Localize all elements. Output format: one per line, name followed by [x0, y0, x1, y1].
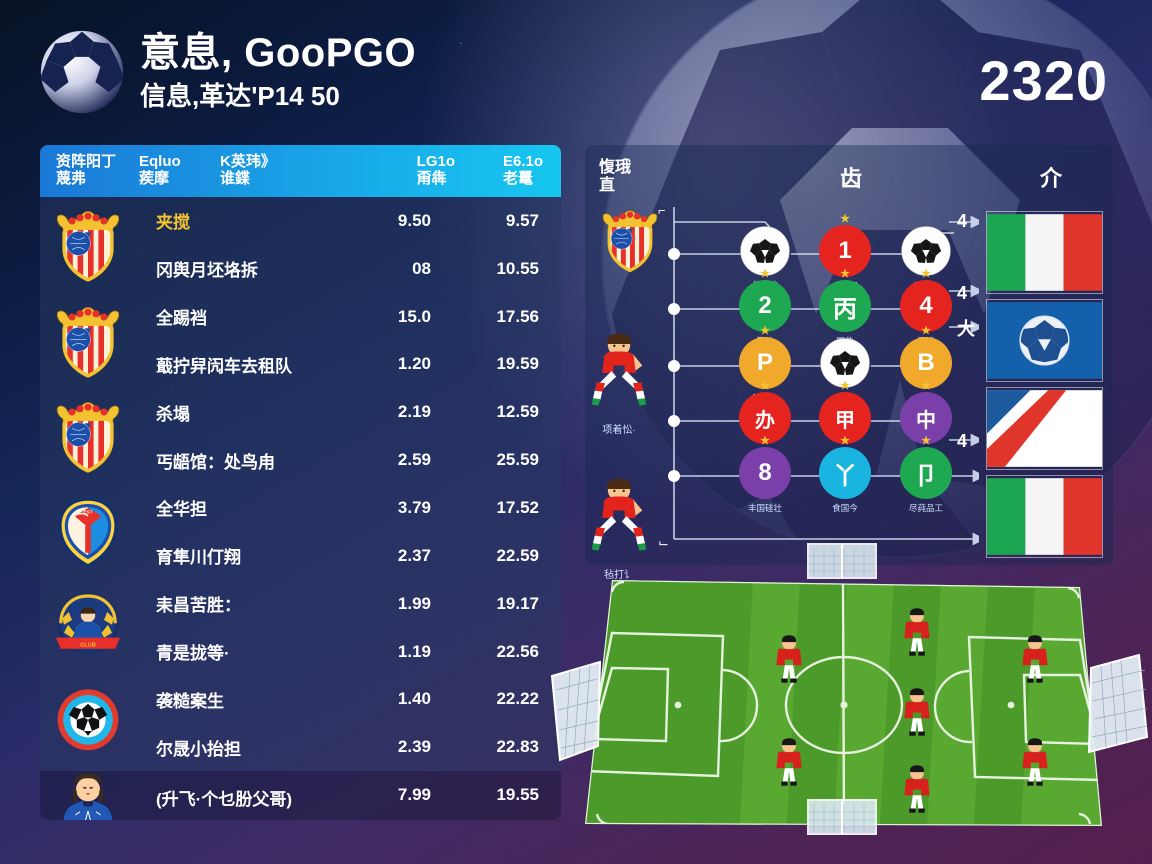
svg-text:⌙: ⌙	[658, 535, 669, 547]
svg-text:4: 4	[957, 283, 967, 303]
svg-text:大: 大	[957, 318, 975, 339]
svg-text:⌐: ⌐	[658, 207, 666, 218]
svg-text:4: 4	[957, 211, 967, 231]
svg-text:4: 4	[957, 431, 967, 451]
